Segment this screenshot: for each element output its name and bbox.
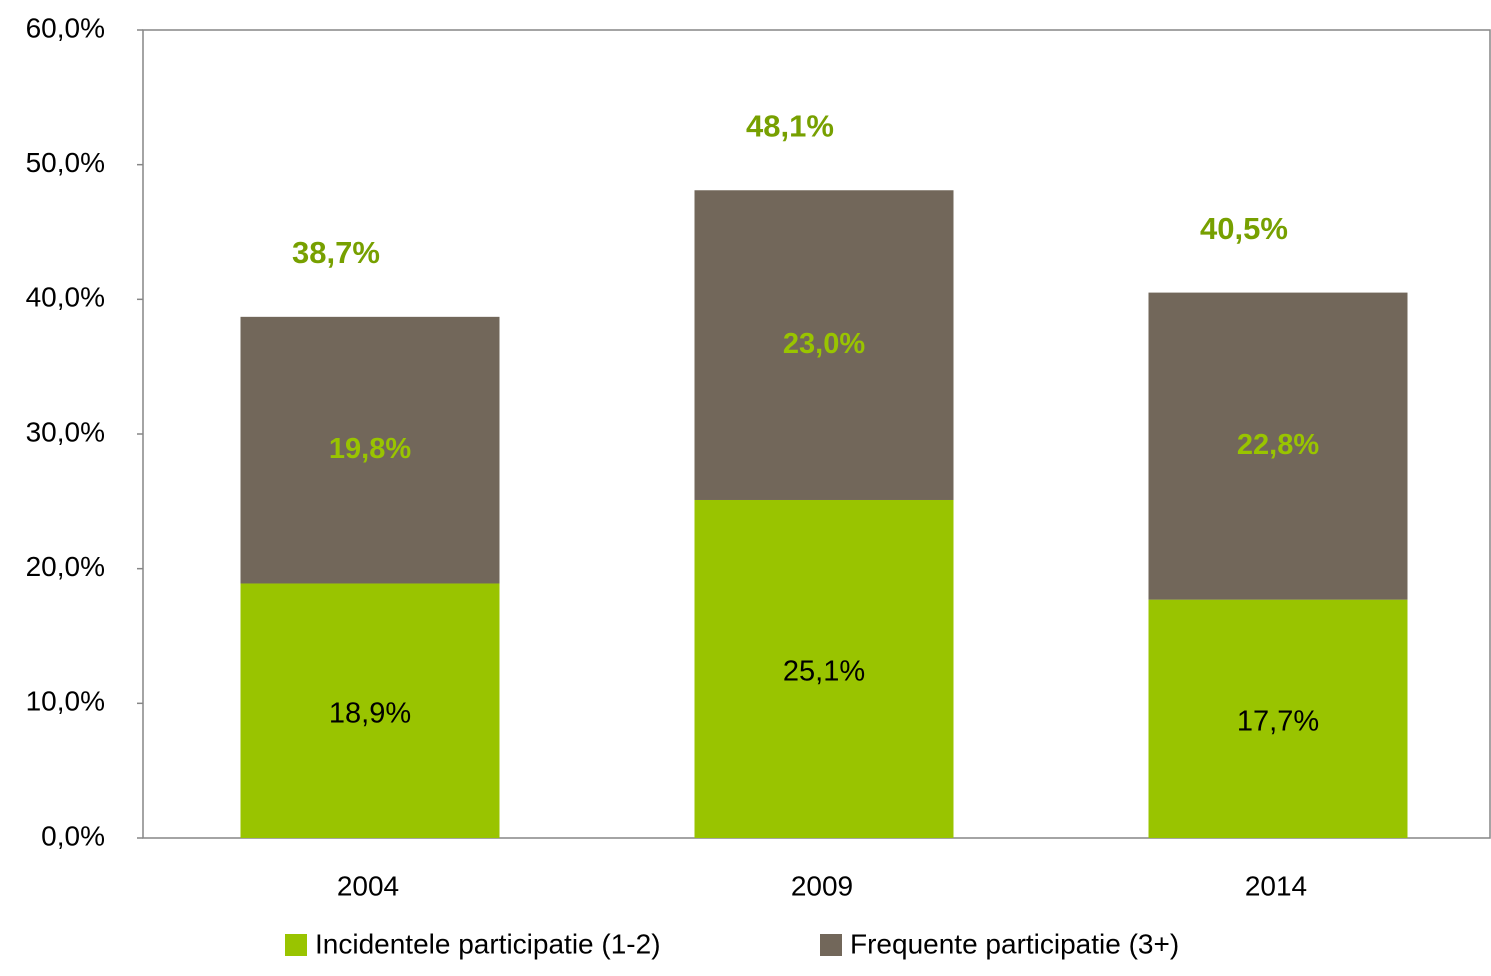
y-tick-label: 30,0% [26, 416, 105, 447]
y-tick-label: 40,0% [26, 282, 105, 313]
y-tick-label: 0,0% [41, 820, 105, 851]
y-tick-label: 50,0% [26, 147, 105, 178]
legend-swatch [285, 934, 307, 956]
bar-segment [694, 499, 954, 838]
legend-label: Incidentele participatie (1-2) [315, 928, 661, 959]
x-tick-label: 2014 [1245, 870, 1307, 901]
total-label: 38,7% [292, 235, 380, 270]
legend-label: Frequente participatie (3+) [850, 928, 1179, 959]
data-label: 17,7% [1237, 705, 1319, 737]
data-label: 22,8% [1237, 429, 1319, 461]
legend-swatch [820, 934, 842, 956]
data-label: 19,8% [329, 433, 411, 465]
bar-segment [240, 583, 500, 838]
data-label: 25,1% [783, 656, 865, 688]
bar-segment [1148, 292, 1408, 600]
bar-segment [1148, 599, 1408, 838]
x-tick-label: 2009 [791, 870, 853, 901]
y-tick-label: 10,0% [26, 686, 105, 717]
data-label: 18,9% [329, 697, 411, 729]
total-label: 48,1% [746, 108, 834, 143]
x-tick-label: 2004 [337, 870, 399, 901]
data-label: 23,0% [783, 328, 865, 360]
bar-segment [240, 316, 500, 584]
y-tick-label: 20,0% [26, 551, 105, 582]
total-label: 40,5% [1200, 211, 1288, 246]
y-tick-label: 60,0% [26, 12, 105, 43]
bar-segment [694, 190, 954, 500]
